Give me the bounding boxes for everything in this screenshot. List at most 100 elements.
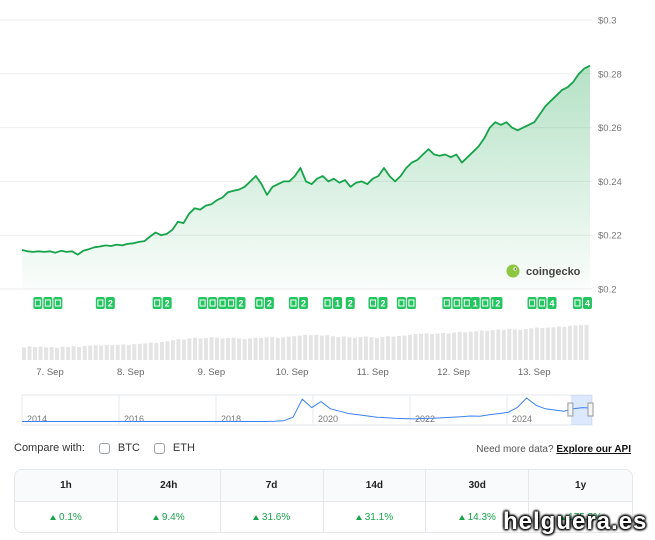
eth-checkbox[interactable] [153, 442, 165, 454]
event-marker[interactable]: 4 [582, 297, 592, 309]
price-chart[interactable]: $0.3 $0.28 $0.26 $0.24 $0.22 $0.2 coingecko 2… [0, 0, 655, 440]
volume-bar [66, 347, 71, 360]
volume-bar [435, 333, 440, 360]
event-marker[interactable] [537, 297, 547, 309]
coingecko-logo: coingecko [506, 264, 581, 278]
perf-col-1y: 1y 175.8% [529, 470, 632, 532]
event-marker[interactable]: 2 [493, 297, 503, 309]
event-marker[interactable]: 2 [105, 297, 115, 309]
event-marker[interactable] [406, 297, 416, 309]
event-marker-label: 2 [238, 299, 243, 309]
navigator-selection[interactable] [570, 395, 592, 425]
event-marker[interactable] [208, 297, 218, 309]
volume-bar [148, 342, 153, 360]
event-marker[interactable]: 2 [236, 297, 246, 309]
perf-change-value: 175.8% [568, 511, 603, 523]
event-marker[interactable] [452, 297, 462, 309]
document-icon [290, 299, 297, 307]
event-marker[interactable] [53, 297, 63, 309]
more-data: Need more data? Explore our API [476, 444, 631, 455]
document-icon [199, 299, 206, 307]
event-marker[interactable] [254, 297, 264, 309]
event-marker[interactable] [527, 297, 537, 309]
perf-period: 24h [117, 470, 220, 502]
volume-bar [374, 337, 379, 360]
event-marker[interactable] [480, 297, 490, 309]
event-marker[interactable] [462, 297, 472, 309]
event-marker[interactable]: 2 [345, 297, 355, 309]
perf-period: 14d [323, 470, 426, 502]
volume-bar [82, 346, 87, 360]
event-marker-label: 2 [108, 299, 113, 309]
x-tick-label: 11. Sep [357, 367, 389, 378]
event-marker-label: 2 [267, 299, 272, 309]
document-icon [463, 299, 470, 307]
btc-checkbox[interactable] [98, 442, 110, 454]
volume-bar [115, 344, 120, 360]
x-tick-label: 10. Sep [276, 367, 309, 378]
navigator-year-label: 2016 [124, 414, 144, 424]
perf-col-14d: 14d 31.1% [323, 470, 427, 532]
volume-bar [264, 337, 269, 360]
price-area [22, 65, 590, 289]
volume-bar [358, 337, 363, 360]
event-marker[interactable]: 2 [264, 297, 274, 309]
volume-bar [187, 338, 192, 360]
volume-bar [176, 339, 181, 360]
up-arrow-icon [50, 514, 57, 520]
volume-bars [22, 324, 589, 360]
event-marker[interactable] [95, 297, 105, 309]
document-icon [227, 299, 234, 307]
event-marker[interactable] [152, 297, 162, 309]
volume-bar [143, 343, 148, 360]
event-marker[interactable] [368, 297, 378, 309]
navigator-handle[interactable] [587, 402, 594, 417]
event-marker[interactable] [442, 297, 452, 309]
event-marker[interactable] [323, 297, 333, 309]
volume-bar [584, 324, 589, 360]
event-marker[interactable]: 2 [378, 297, 388, 309]
volume-bar [99, 345, 104, 360]
volume-bar [60, 346, 65, 360]
event-marker[interactable]: 2 [162, 297, 172, 309]
btc-label[interactable]: BTC [117, 442, 140, 454]
volume-bar [242, 339, 247, 360]
event-marker[interactable] [226, 297, 236, 309]
explore-api-link[interactable]: Explore our API [556, 444, 631, 455]
document-icon [408, 299, 415, 307]
event-marker[interactable]: 4 [547, 297, 557, 309]
volume-bar [49, 347, 54, 360]
volume-bar [352, 337, 357, 360]
document-icon [369, 299, 376, 307]
volume-bar [369, 337, 374, 360]
volume-bar [551, 327, 556, 360]
event-marker[interactable] [198, 297, 208, 309]
range-navigator[interactable]: 2014 2016 2018 2020 2022 2024 [21, 394, 594, 426]
up-arrow-icon [355, 514, 362, 520]
event-marker[interactable] [43, 297, 53, 309]
event-marker[interactable] [33, 297, 43, 309]
more-data-text: Need more data? [476, 444, 554, 455]
event-marker-label: 4 [550, 299, 555, 309]
event-marker[interactable]: 2 [298, 297, 308, 309]
volume-bar [88, 345, 93, 360]
event-marker[interactable]: 1 [333, 297, 343, 309]
event-marker[interactable] [396, 297, 406, 309]
volume-bar [534, 327, 539, 360]
x-tick-label: 7. Sep [36, 367, 63, 378]
volume-bar [347, 337, 352, 360]
document-icon [574, 299, 581, 307]
event-marker[interactable] [572, 297, 582, 309]
event-marker[interactable] [218, 297, 228, 309]
perf-period: 7d [220, 470, 323, 502]
event-marker[interactable]: 1 [470, 297, 480, 309]
volume-bar [231, 337, 236, 360]
event-marker[interactable] [288, 297, 298, 309]
volume-bar [457, 331, 462, 360]
perf-change-value: 0.1% [59, 511, 82, 523]
document-icon [154, 299, 161, 307]
navigator-handle[interactable] [567, 402, 574, 417]
y-tick-label: $0.24 [598, 177, 622, 188]
eth-label[interactable]: ETH [172, 442, 195, 454]
